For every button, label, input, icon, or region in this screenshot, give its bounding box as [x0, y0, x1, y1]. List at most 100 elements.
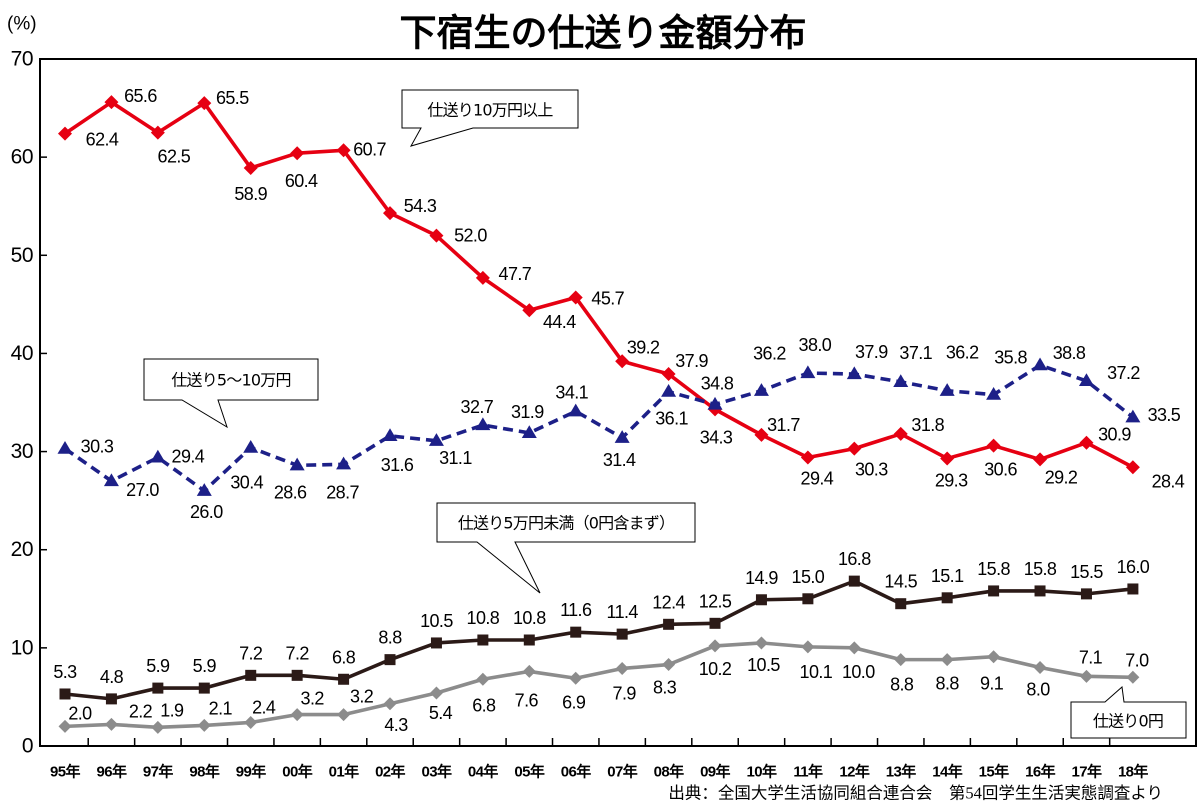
diamond-marker	[151, 720, 165, 734]
data-label: 30.4	[230, 473, 263, 493]
data-label: 33.5	[1148, 405, 1181, 425]
square-marker	[988, 585, 1000, 597]
y-axis-unit-label: (%)	[7, 14, 37, 35]
data-label: 30.3	[855, 460, 888, 480]
square-marker	[895, 598, 907, 610]
diamond-marker	[893, 426, 908, 441]
data-label: 7.1	[1079, 647, 1103, 667]
data-label: 6.8	[332, 647, 356, 667]
data-label: 10.5	[747, 655, 780, 675]
data-label: 58.9	[234, 184, 267, 204]
square-marker	[245, 669, 257, 681]
data-label: 2.0	[68, 703, 92, 723]
data-labels-series-3: 2.0 2.2 1.9 2.1 2.4 3.2 3.2 4.3 5.4 6.8 7.6 6.9 7.9 8…	[68, 647, 1149, 734]
data-label: 3.2	[350, 687, 374, 707]
data-label: 10.1	[800, 662, 833, 682]
x-tick-label: 18年	[1118, 763, 1148, 781]
diamond-marker	[662, 658, 676, 672]
source-note: 出典：全国大学生活協同組合連合会 第54回学生生活実態調査より	[668, 784, 1163, 803]
triangle-marker	[1078, 373, 1094, 387]
data-label: 32.7	[461, 397, 494, 417]
x-tick-label: 98年	[189, 763, 219, 781]
diamond-marker	[1125, 460, 1140, 475]
square-marker	[663, 618, 675, 630]
square-marker	[1080, 588, 1092, 600]
triangle-marker	[893, 374, 909, 387]
callout-zero: 仕送り0円	[1070, 686, 1187, 739]
diamond-marker	[58, 126, 72, 141]
x-tick-label: 97年	[143, 763, 173, 781]
series-line	[64, 641, 1133, 730]
x-tick-label: 99年	[236, 763, 266, 781]
data-labels-series-1: 30.3 27.0 29.4 26.0 30.4 28.6 28.7 31.6 31.1 32.7…	[81, 335, 1182, 522]
data-label: 10.8	[467, 608, 500, 628]
diamond-marker	[986, 438, 1001, 453]
x-tick-label: 02年	[375, 763, 405, 781]
triangle-marker	[614, 430, 630, 443]
x-tick-label: 11年	[793, 763, 823, 781]
diamond-marker	[197, 718, 211, 732]
y-tick-label: 10	[11, 636, 33, 659]
plot-area: 0 10 20 30 40 50 60 70 95年 96年 97年 98年 99年 00年 01年 02年 0…	[11, 48, 1197, 781]
square-marker	[802, 593, 814, 605]
triangle-marker	[568, 403, 584, 417]
data-label: 37.2	[1107, 363, 1140, 383]
square-marker	[616, 628, 628, 640]
diamond-marker	[847, 441, 862, 456]
data-label: 31.8	[911, 415, 944, 435]
x-tick-label: 13年	[886, 763, 916, 781]
data-label: 62.4	[86, 130, 119, 150]
diamond-marker	[940, 653, 954, 667]
triangle-marker	[57, 440, 73, 454]
diamond-marker	[754, 427, 769, 442]
data-label: 14.9	[745, 568, 778, 588]
series-line	[63, 100, 1134, 469]
square-marker	[709, 617, 721, 629]
diamond-marker	[1033, 660, 1047, 674]
diamond-marker	[476, 672, 490, 686]
diamond-marker	[987, 650, 1001, 664]
data-label: 37.1	[899, 343, 932, 363]
x-tick-label: 09年	[700, 763, 730, 781]
data-label: 15.8	[977, 559, 1010, 579]
diamond-marker	[383, 697, 397, 711]
series-0	[58, 95, 1140, 475]
data-label: 47.7	[499, 264, 532, 284]
series-3	[58, 636, 1140, 734]
triangle-marker	[382, 428, 398, 441]
data-label: 15.1	[931, 566, 964, 586]
data-label: 31.6	[381, 455, 414, 475]
square-marker	[59, 688, 71, 700]
data-label: 8.8	[936, 674, 960, 694]
data-label: 15.0	[792, 567, 825, 587]
diamond-marker	[475, 270, 490, 285]
data-label: 36.1	[655, 409, 688, 429]
x-tick-label: 10年	[747, 763, 777, 781]
series-callouts: 仕送り10万円以上 仕送り5～10万円 仕送り5万円未満（0円含まず） 仕送り0…	[143, 89, 1187, 739]
square-marker	[570, 626, 582, 638]
data-label: 6.9	[562, 692, 586, 712]
square-marker	[291, 669, 303, 681]
callout-over-100k: 仕送り10万円以上	[401, 89, 579, 147]
square-marker	[477, 634, 489, 646]
x-tick-label: 03年	[421, 763, 451, 781]
series-1	[57, 357, 1141, 496]
data-label: 28.7	[326, 482, 359, 502]
square-marker	[1127, 583, 1139, 595]
square-marker	[152, 682, 164, 694]
y-tick-label: 70	[11, 48, 33, 71]
x-tick-label: 01年	[329, 763, 359, 781]
data-label: 31.1	[439, 448, 472, 468]
square-marker	[523, 634, 535, 646]
data-label: 31.4	[603, 450, 636, 470]
triangle-marker	[661, 384, 677, 397]
triangle-marker	[475, 417, 491, 431]
diamond-marker	[568, 290, 583, 305]
triangle-marker	[243, 439, 259, 453]
x-tick-label: 12年	[839, 763, 869, 781]
data-label: 16.0	[1117, 557, 1150, 577]
data-label: 10.2	[699, 659, 732, 679]
data-label: 29.2	[1045, 467, 1078, 487]
triangle-marker	[753, 383, 769, 396]
x-tick-label: 04年	[468, 763, 498, 781]
